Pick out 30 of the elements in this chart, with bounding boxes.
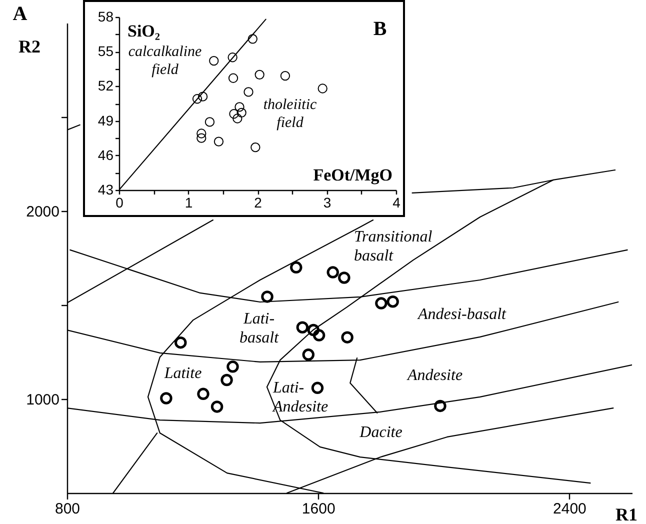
x-axis-title: FeOt/MgO xyxy=(313,166,392,184)
annotation: Transitional basalt xyxy=(354,228,433,264)
annotation: Andesi-basalt xyxy=(417,306,507,323)
annotation: calcalkaline field xyxy=(128,44,202,78)
annotation: Dacite xyxy=(358,424,402,441)
y-tick-label: 55 xyxy=(98,43,114,60)
x-tick-label: 4 xyxy=(392,194,401,210)
y-tick-label: 43 xyxy=(98,182,114,198)
x-axis-title: R1 xyxy=(616,504,638,524)
x-tick-label: 1600 xyxy=(302,500,336,518)
annotation: Andesite xyxy=(406,367,463,384)
annotation: tholeiitic field xyxy=(263,97,317,131)
x-tick-label: 3 xyxy=(323,194,332,210)
text: A xyxy=(12,3,28,25)
y-tick-label: 52 xyxy=(98,78,114,94)
x-tick-label: 1 xyxy=(184,194,193,210)
y-tick-label: 46 xyxy=(98,146,114,163)
y-tick-label: 1000 xyxy=(26,392,60,408)
y-tick-label: 49 xyxy=(98,112,114,128)
x-tick-label: 2400 xyxy=(553,500,586,518)
x-tick-label: 2 xyxy=(254,194,262,210)
y-tick-label: 58 xyxy=(98,8,114,24)
x-tick-label: 0 xyxy=(116,194,124,210)
annotation: B xyxy=(373,18,387,40)
annotation: Lati- basalt xyxy=(239,310,280,346)
y-axis-title: R2 xyxy=(18,36,40,56)
y-axis-title: SiO₂ xyxy=(128,22,160,40)
annotation: Latite xyxy=(163,365,202,382)
y-tick-label: 2000 xyxy=(26,204,60,220)
x-tick-label: 800 xyxy=(54,500,80,518)
